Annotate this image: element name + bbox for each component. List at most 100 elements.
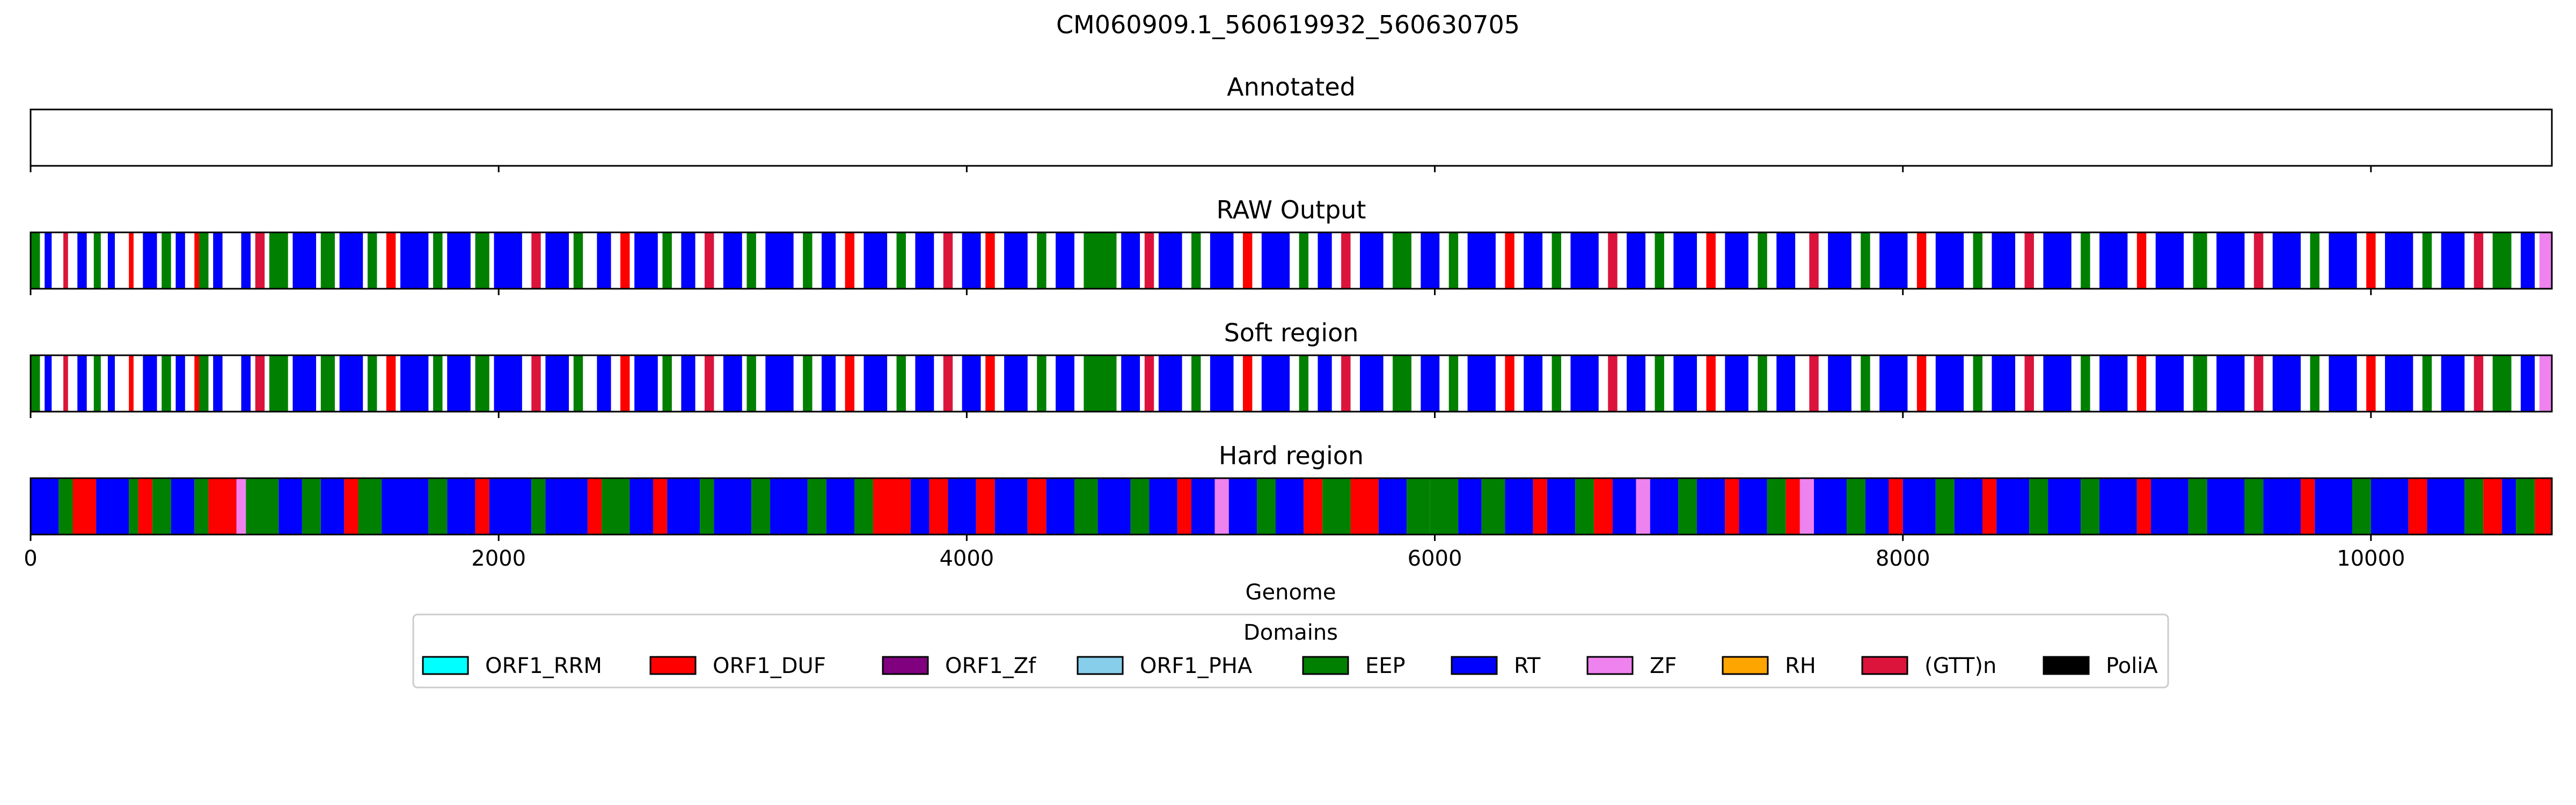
segment-rt xyxy=(765,355,794,412)
segment-rt xyxy=(279,478,302,535)
segment-eep xyxy=(1552,232,1562,289)
segment-rt xyxy=(2099,355,2128,412)
segment-rt xyxy=(447,478,475,535)
segment-zf xyxy=(2539,355,2552,412)
segment-rt xyxy=(1097,478,1131,535)
segment-orf1-duf xyxy=(845,355,855,412)
segment-rt xyxy=(96,478,129,535)
legend-swatch xyxy=(1451,656,1498,675)
segment-gtt-n xyxy=(704,232,714,289)
segment-rt xyxy=(107,355,115,412)
segment-orf1-duf xyxy=(1505,232,1514,289)
segment-eep xyxy=(475,232,489,289)
segment-rt xyxy=(107,232,115,289)
segment-rt xyxy=(45,355,52,412)
segment-zf xyxy=(236,478,246,535)
segment-rt xyxy=(1865,478,1889,535)
segment-eep xyxy=(2188,478,2207,535)
segment-gtt-n xyxy=(2253,355,2264,412)
segment-orf1-duf xyxy=(1916,355,1927,412)
segment-rt xyxy=(1992,355,2016,412)
panel-title: Annotated xyxy=(1227,72,1356,101)
segment-rt xyxy=(400,232,429,289)
segment-rt xyxy=(1158,232,1182,289)
segment-eep xyxy=(2422,355,2432,412)
segment-rt xyxy=(634,355,658,412)
segment-eep xyxy=(1758,232,1767,289)
legend-entry-polia: PoliA xyxy=(2043,654,2158,678)
segment-gtt-n xyxy=(1341,232,1351,289)
segment-rt xyxy=(681,232,696,289)
segment-rt xyxy=(339,355,363,412)
segment-rt xyxy=(597,355,611,412)
segment-rt xyxy=(1547,478,1576,535)
segment-eep xyxy=(662,355,672,412)
segment-rt xyxy=(2427,478,2465,535)
segment-rt xyxy=(723,232,742,289)
segment-orf1-duf xyxy=(2136,355,2147,412)
segment-eep xyxy=(807,478,826,535)
segment-rt xyxy=(1673,355,1697,412)
segment-orf1-duf xyxy=(344,478,358,535)
segment-eep xyxy=(1655,232,1664,289)
segment-rt xyxy=(494,232,522,289)
segment-gtt-n xyxy=(531,232,541,289)
segment-gtt-n xyxy=(1809,355,1819,412)
segment-rt xyxy=(1004,232,1028,289)
segment-eep xyxy=(1430,478,1459,535)
segment-orf1-duf xyxy=(2408,478,2427,535)
segment-rt xyxy=(143,232,157,289)
segment-eep xyxy=(475,355,489,412)
segment-eep xyxy=(1448,232,1459,289)
legend-swatch xyxy=(649,656,697,675)
segment-rt xyxy=(2155,232,2184,289)
segment-rt xyxy=(1318,355,1332,412)
segment-orf1-duf xyxy=(985,355,995,412)
segment-rt xyxy=(2272,355,2301,412)
segment-rt xyxy=(1261,355,1290,412)
segment-orf1-duf xyxy=(2483,478,2502,535)
segment-eep xyxy=(1407,478,1430,535)
segment-gtt-n xyxy=(1144,232,1154,289)
segment-eep xyxy=(162,355,171,412)
segment-eep xyxy=(1299,232,1309,289)
segment-rt xyxy=(1359,355,1384,412)
segment-rt xyxy=(175,232,185,289)
segment-orf1-duf xyxy=(1242,355,1253,412)
segment-gtt-n xyxy=(2473,355,2484,412)
segment-rt xyxy=(339,232,363,289)
segment-eep xyxy=(2352,478,2371,535)
segment-eep xyxy=(433,355,443,412)
segment-rt xyxy=(1056,232,1074,289)
segment-orf1-duf xyxy=(1594,478,1613,535)
segment-rt xyxy=(962,355,981,412)
segment-rt xyxy=(1992,232,2016,289)
segment-rt xyxy=(31,478,59,535)
legend-entry-rt: RT xyxy=(1451,654,1541,678)
segment-zf xyxy=(1214,478,1229,535)
segment-rt xyxy=(1725,232,1748,289)
segment-orf1-duf xyxy=(72,478,97,535)
segment-rt xyxy=(545,478,588,535)
segment-rt xyxy=(1004,355,1028,412)
segment-rt xyxy=(1570,355,1599,412)
segment-rt xyxy=(1056,355,1074,412)
segment-rt xyxy=(1261,232,1290,289)
segment-rt xyxy=(2043,232,2072,289)
legend-swatch xyxy=(882,656,929,675)
segment-rt xyxy=(1879,232,1908,289)
segment-eep xyxy=(194,478,209,535)
segment-rt xyxy=(447,355,471,412)
segment-rt xyxy=(2216,232,2245,289)
segment-gtt-n xyxy=(531,355,541,412)
segment-rt xyxy=(2441,355,2465,412)
segment-orf1-duf xyxy=(129,355,134,412)
segment-rt xyxy=(1828,355,1851,412)
legend-swatch xyxy=(1861,656,1908,675)
segment-orf1-duf xyxy=(620,232,630,289)
segment-eep xyxy=(896,355,906,412)
segment-zf xyxy=(1636,478,1650,535)
segment-eep xyxy=(302,478,321,535)
panel-title: Hard region xyxy=(1219,441,1364,470)
segment-rt xyxy=(545,355,569,412)
